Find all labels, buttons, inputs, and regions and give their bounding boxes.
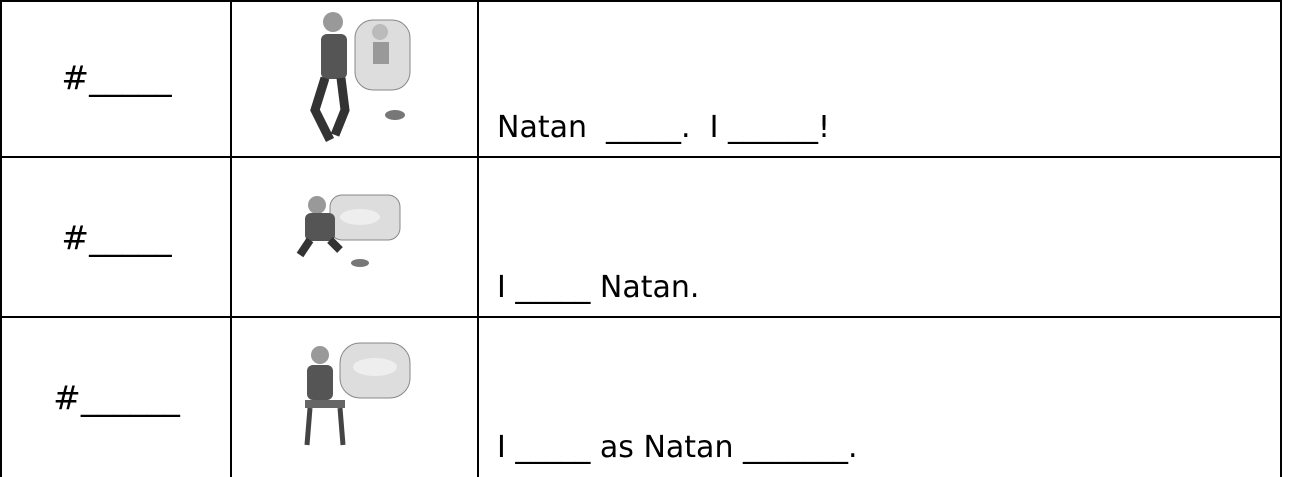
number-blank: #_____: [61, 58, 172, 97]
sentence: I _____ Natan.: [497, 270, 700, 305]
border: [230, 0, 232, 477]
illustration: [310, 12, 411, 143]
number-blank: #______: [53, 378, 180, 417]
sentence: Natan _____. I ______!: [497, 110, 831, 145]
illustration: [296, 194, 401, 267]
illustration: [304, 342, 411, 446]
border: [0, 0, 2, 477]
border: [477, 0, 479, 477]
border: [1280, 0, 1282, 477]
number-blank: #_____: [61, 218, 172, 257]
border: [0, 0, 1282, 2]
sentence: I _____ as Natan _______.: [497, 430, 858, 465]
border: [0, 316, 1282, 318]
border: [0, 156, 1282, 158]
